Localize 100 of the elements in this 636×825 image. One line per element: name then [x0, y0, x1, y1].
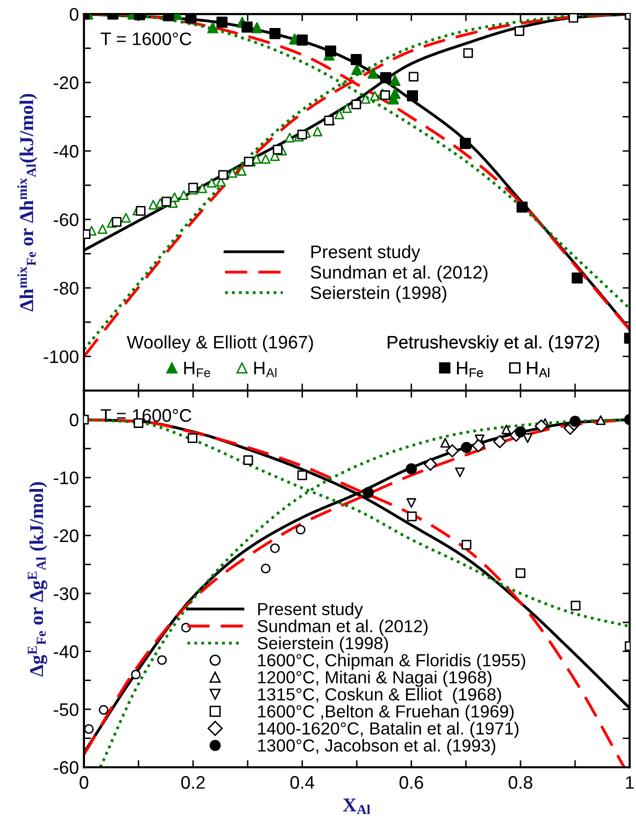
point: [462, 540, 472, 550]
legend-label: H$_{Fe}$: [184, 362, 210, 378]
point: [170, 192, 180, 202]
point: [463, 48, 473, 58]
point: [380, 90, 390, 100]
y-axis-title: Δg$^{E}$$_{Fe}$ or Δg$^{E}$$_{Al}$ (kJ/mol): [28, 482, 48, 676]
legend-label: H$_{Fe}$: [457, 362, 483, 378]
x-tick-label: 0.4: [290, 776, 314, 789]
legend-label: 1400-1620°C, Batalin et al. (1971): [258, 722, 518, 738]
y-tick-label: -20: [54, 76, 78, 90]
point: [351, 64, 362, 76]
point: [218, 170, 228, 180]
point: [596, 415, 606, 426]
point: [161, 196, 172, 207]
point: [121, 212, 131, 223]
x-tick-label: 0.8: [508, 776, 532, 789]
y-tick-label: -80: [54, 282, 78, 295]
point: [516, 568, 526, 578]
point: [570, 600, 580, 610]
annotation: Woolley & Elliott (1967): [126, 335, 313, 352]
point: [188, 433, 198, 444]
y-tick-label: -60: [54, 761, 78, 774]
point: [516, 202, 528, 213]
point: [334, 109, 344, 120]
point: [408, 72, 418, 82]
point: [243, 455, 254, 466]
point: [178, 190, 189, 200]
point: [380, 72, 392, 84]
point: [216, 16, 228, 28]
point: [406, 463, 417, 474]
y-tick-label: -30: [54, 587, 78, 600]
y-axis-title: Δh$^{mix}$$_{Fe}$ or Δh$^{mix}$$_{Al}$(kJ/mol): [17, 94, 38, 312]
legend-label: Sundman et al. (2012): [258, 620, 428, 636]
y-tick-label: -40: [54, 144, 78, 158]
annotation: T = 1600°C: [100, 32, 192, 46]
point: [570, 416, 581, 427]
point: [350, 54, 362, 66]
point: [368, 68, 379, 79]
point: [424, 458, 438, 471]
x-tick-label: 1: [626, 776, 634, 789]
legend-label: 1200°C, Mitani & Nagai (1968): [258, 670, 492, 687]
legend-label: Seierstein (1998): [310, 286, 446, 303]
legend-label: 1600°C ,Belton & Fruehan (1969): [258, 704, 514, 721]
point: [460, 442, 472, 453]
point: [514, 426, 526, 438]
point: [493, 435, 506, 448]
legend-label: Sundman et al. (2012): [310, 265, 488, 282]
legend-label: Present study: [311, 244, 420, 262]
y-tick-label: -100: [44, 350, 78, 364]
point: [136, 206, 146, 216]
y-tick-label: -40: [54, 645, 78, 658]
point: [236, 166, 247, 176]
point: [297, 130, 308, 140]
legend-label: H$_{Al}$: [254, 362, 276, 378]
legend-label: 1300°C, Jacobson et al. (1993): [258, 738, 496, 756]
legend-label: H$_{Al}$: [527, 362, 550, 378]
point: [112, 216, 122, 227]
y-tick-label: -60: [54, 213, 78, 226]
x-tick-label: 0.6: [400, 776, 424, 789]
point: [296, 34, 308, 46]
y-tick-label: -10: [54, 471, 78, 484]
point: [284, 132, 295, 142]
point: [370, 90, 380, 101]
point: [260, 154, 271, 164]
y-tick-label: 0: [70, 414, 78, 426]
point: [228, 168, 238, 178]
y-tick-label: -20: [54, 529, 78, 542]
point: [446, 444, 459, 458]
y-tick-label: 0: [70, 8, 78, 21]
point: [568, 14, 578, 23]
point: [148, 200, 158, 210]
point: [269, 28, 280, 40]
legend-label: 1600°C, Chipman & Floridis (1955): [258, 654, 526, 670]
point: [407, 512, 417, 522]
point: [188, 182, 198, 192]
x-tick-label: 0.2: [181, 776, 205, 789]
point: [244, 156, 254, 166]
point: [362, 487, 374, 498]
y-tick-label: -50: [54, 703, 78, 716]
legend-label: Present study: [258, 602, 363, 619]
point: [360, 94, 370, 104]
point: [389, 74, 401, 86]
point: [198, 183, 208, 194]
point: [406, 90, 418, 102]
point: [130, 670, 141, 680]
point: [325, 45, 336, 57]
point: [312, 126, 322, 136]
point: [242, 21, 253, 33]
point: [206, 178, 217, 188]
point: [460, 138, 471, 149]
x-tick-label: 0: [80, 776, 88, 789]
point: [342, 103, 352, 114]
annotation: Petrushevskiy et al. (1972): [388, 335, 599, 352]
x-axis-title: X$_{Al}$: [342, 798, 370, 814]
point: [472, 439, 486, 452]
point: [534, 419, 548, 433]
point: [272, 144, 283, 154]
legend-label: 1315°C, Coskun & Elliot (1968): [258, 688, 502, 704]
point: [207, 22, 218, 34]
point: [98, 224, 108, 234]
